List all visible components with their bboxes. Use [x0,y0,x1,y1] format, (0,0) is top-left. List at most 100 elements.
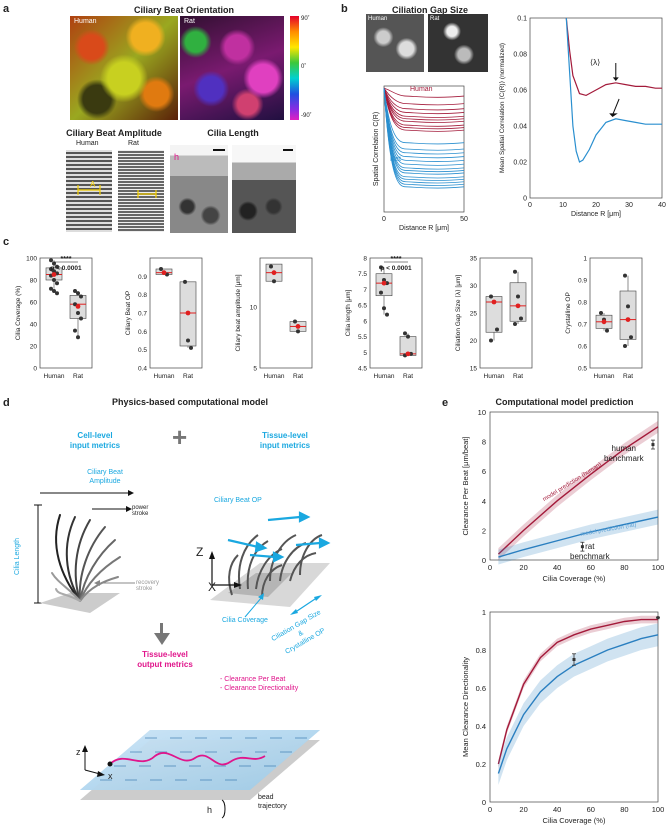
correlation-curve [383,87,465,155]
y-tick-label: 0.9 [138,274,147,281]
y-tick-label: 0.06 [513,88,527,95]
y-tick-label: 0.1 [517,16,527,23]
y-tick-label: 0.04 [513,124,527,131]
panel-label-c: c [3,236,10,248]
x-tick-label: Human [264,373,285,380]
y-tick-label: 5 [363,350,367,357]
amplitude-title: Ciliary Beat Amplitude [66,128,162,138]
data-point [79,294,83,299]
z-axis-label: Z [196,545,204,559]
box-plot-row: 0 20 40 60 80 100 Cilia Coverage (%) Human Rat **… [0,250,669,390]
box [485,296,503,333]
correlation-curve [383,87,465,163]
x-axis-label: Cilia Coverage (%) [543,816,606,825]
y-tick-label: 0.5 [578,366,587,373]
recovery-label-2: stroke [136,586,153,592]
correlation-curve [383,87,465,121]
colorbar-tick-0: 0˚ [301,64,307,70]
clearance-per-beat-chart: 0 20 40 60 80 100 0 2 4 6 8 10 Cilia Coverage (%) Cle… [461,408,664,583]
x-tick-label: 0 [488,805,492,814]
x-axis-label: Distance R [μm] [571,211,621,218]
y-tick-label: 35 [470,256,478,263]
panel-label-a: a [3,3,10,15]
benchmark-point [572,658,576,661]
power-stroke-label: power stroke [132,505,148,517]
correlation-curve [383,87,465,189]
x-tick-label: 80 [620,563,628,572]
y-tick-label: 8 [363,256,367,263]
correlation-curve [383,87,465,151]
y-axis-label: Crystalline OP [565,292,572,334]
x-tick-label: Human [594,373,615,380]
y-axis-label: Mean Spatial Correlation ⟨C(R)⟩ (normali… [499,43,506,173]
y-tick-label: 20 [30,344,38,351]
data-point [406,334,410,339]
correlation-curve [383,87,465,111]
p-value: p < 0.0001 [50,265,82,272]
y-tick-label: 6 [363,318,367,325]
correlation-curve [383,87,465,130]
data-point [403,331,407,336]
y-tick-label: 0.8 [476,646,486,655]
data-point [516,294,520,299]
y-tick-label: 6 [482,467,486,476]
correlation-curve [383,87,465,115]
data-point [269,264,273,269]
amp-human-label: Human [76,140,99,147]
data-point [519,316,523,321]
y-tick-label: 100 [26,256,37,263]
data-point [495,327,499,332]
y-tick-label: 0.5 [138,347,147,354]
data-point [379,265,383,270]
correlation-curve [383,87,465,106]
lambda-arrowhead [612,77,619,81]
plus-sign: + [172,422,188,452]
confidence-band [498,509,658,565]
plot-frame [369,257,423,369]
power-label: power [132,505,149,511]
x-tick-label: Rat [403,373,413,380]
rat-bench-2: benchmark [570,552,610,561]
amplitude-markers [77,185,157,198]
mean-point [271,270,277,276]
data-point [629,335,633,340]
human-orientation-label: Human [74,18,97,25]
x-tick-label: 0 [488,563,492,572]
x-tick-label: 60 [587,805,595,814]
orientation-title: Ciliary Beat Orientation [133,5,235,15]
y-tick-label: 0 [523,196,527,203]
mean-point [625,317,631,322]
x-tick-label: 80 [620,805,628,814]
plot-frame [259,257,313,369]
lambda-label: ⟨λ⟩ [590,58,601,67]
clearance-directionality-chart: 0 20 40 60 80 100 0 0.2 0.4 0.6 0.8 1 Cilia Coverage… [461,608,664,825]
x-tick-label: 20 [519,805,527,814]
y-tick-label: 5 [253,366,257,373]
x-tick-label: 30 [625,202,633,209]
x-tick-label: Rat [73,373,83,380]
y-tick-label: 0 [482,556,486,565]
plot-frame [489,411,659,561]
x-tick-label: 0 [382,216,386,223]
mean-point [161,270,167,276]
power-label-2: stroke [132,511,149,517]
y-tick-label: 0.4 [476,722,486,731]
data-point [599,311,603,315]
rat-orientation-image [180,16,284,120]
data-point [513,269,517,274]
cilia-illustration [34,490,331,635]
y-tick-label: 0.4 [138,366,147,373]
data-point [159,267,163,271]
cell-input-line1: Cell-level [77,431,113,440]
rat-gap-image [428,14,488,72]
beat-op-label: Ciliary Beat OP [214,497,262,504]
correlation-curve [383,87,465,159]
data-point [293,319,297,324]
x-axis-label: X [208,580,217,594]
cell-input-line2: input metrics [69,441,121,450]
x-label-2: x [108,771,113,781]
box-plot: 0.5 0.6 0.7 0.8 0.9 1 Crystalline OP Human Rat [565,256,643,380]
data-point [49,286,53,291]
output-line2: output metrics [137,660,193,669]
y-tick-label: 15 [470,366,478,373]
